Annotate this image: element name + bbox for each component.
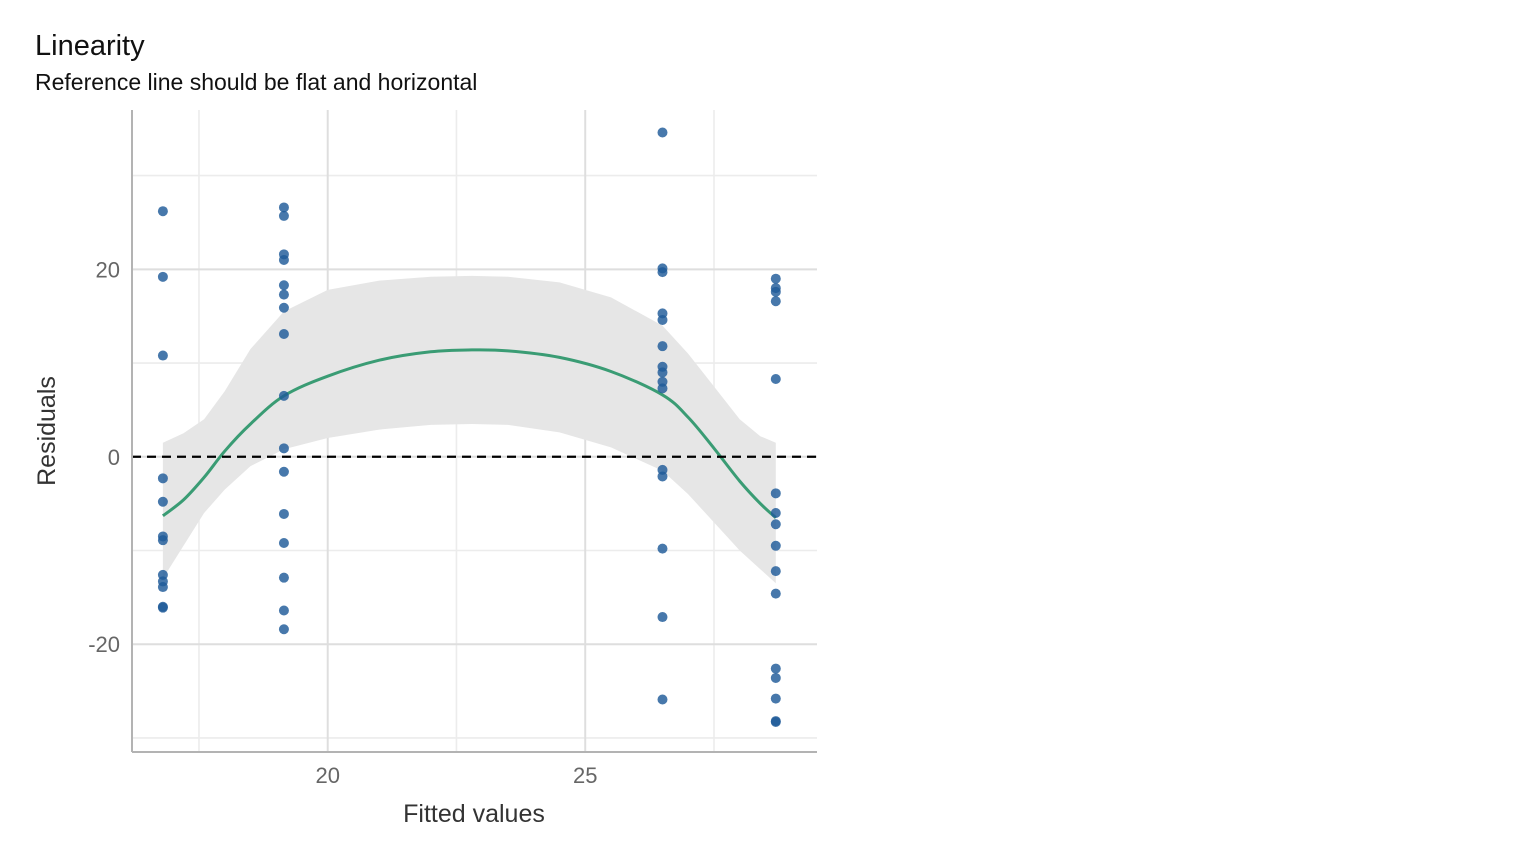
data-point xyxy=(657,267,668,278)
data-point xyxy=(770,566,781,577)
data-point xyxy=(770,717,781,728)
data-point xyxy=(770,663,781,674)
data-point xyxy=(278,254,289,265)
data-point xyxy=(657,127,668,138)
data-point xyxy=(278,390,289,401)
data-point xyxy=(157,473,168,484)
x-tick-label: 25 xyxy=(573,763,597,788)
y-tick-label: 0 xyxy=(108,445,120,470)
y-tick-label: -20 xyxy=(88,632,120,657)
confidence-band xyxy=(162,275,776,584)
y-axis-title: Residuals xyxy=(33,376,61,486)
data-point xyxy=(770,588,781,599)
data-point xyxy=(770,296,781,307)
data-point xyxy=(657,543,668,554)
data-point xyxy=(278,624,289,635)
y-tick-label: 20 xyxy=(96,257,120,282)
data-point xyxy=(278,280,289,291)
data-point xyxy=(157,602,168,613)
data-point xyxy=(657,341,668,352)
smooth-fit-line xyxy=(161,348,777,519)
data-point xyxy=(278,210,289,221)
chart-title: Linearity xyxy=(35,30,145,62)
data-point xyxy=(657,314,668,325)
data-point xyxy=(278,328,289,339)
data-point xyxy=(278,605,289,616)
data-point xyxy=(770,519,781,530)
data-point xyxy=(157,206,168,217)
data-point xyxy=(770,672,781,683)
points-layer xyxy=(157,127,781,728)
data-point xyxy=(770,693,781,704)
data-point xyxy=(278,537,289,548)
data-point xyxy=(157,496,168,507)
data-point xyxy=(157,350,168,361)
tick-labels-layer: 20 25 -20 0 20 xyxy=(88,257,597,788)
data-point xyxy=(770,488,781,499)
data-point xyxy=(770,373,781,384)
data-point xyxy=(278,466,289,477)
data-point xyxy=(770,273,781,284)
data-point xyxy=(278,572,289,583)
chart-subtitle: Reference line should be flat and horizo… xyxy=(35,69,478,95)
data-point xyxy=(157,271,168,282)
data-point xyxy=(278,443,289,454)
data-point xyxy=(770,508,781,519)
confidence-band-layer xyxy=(162,275,776,584)
data-point xyxy=(157,535,168,546)
data-point xyxy=(657,612,668,623)
x-axis-title: Fitted values xyxy=(403,800,545,828)
data-point xyxy=(278,508,289,519)
data-point xyxy=(278,202,289,213)
data-point xyxy=(157,582,168,593)
data-point xyxy=(657,471,668,482)
data-point xyxy=(657,694,668,705)
smooth-line-layer xyxy=(161,348,777,519)
data-point xyxy=(278,302,289,313)
data-point xyxy=(770,286,781,297)
x-tick-label: 20 xyxy=(315,763,339,788)
data-point xyxy=(278,289,289,300)
data-point xyxy=(770,540,781,551)
data-point xyxy=(657,383,668,394)
data-point xyxy=(657,367,668,378)
axes-layer xyxy=(131,110,817,753)
